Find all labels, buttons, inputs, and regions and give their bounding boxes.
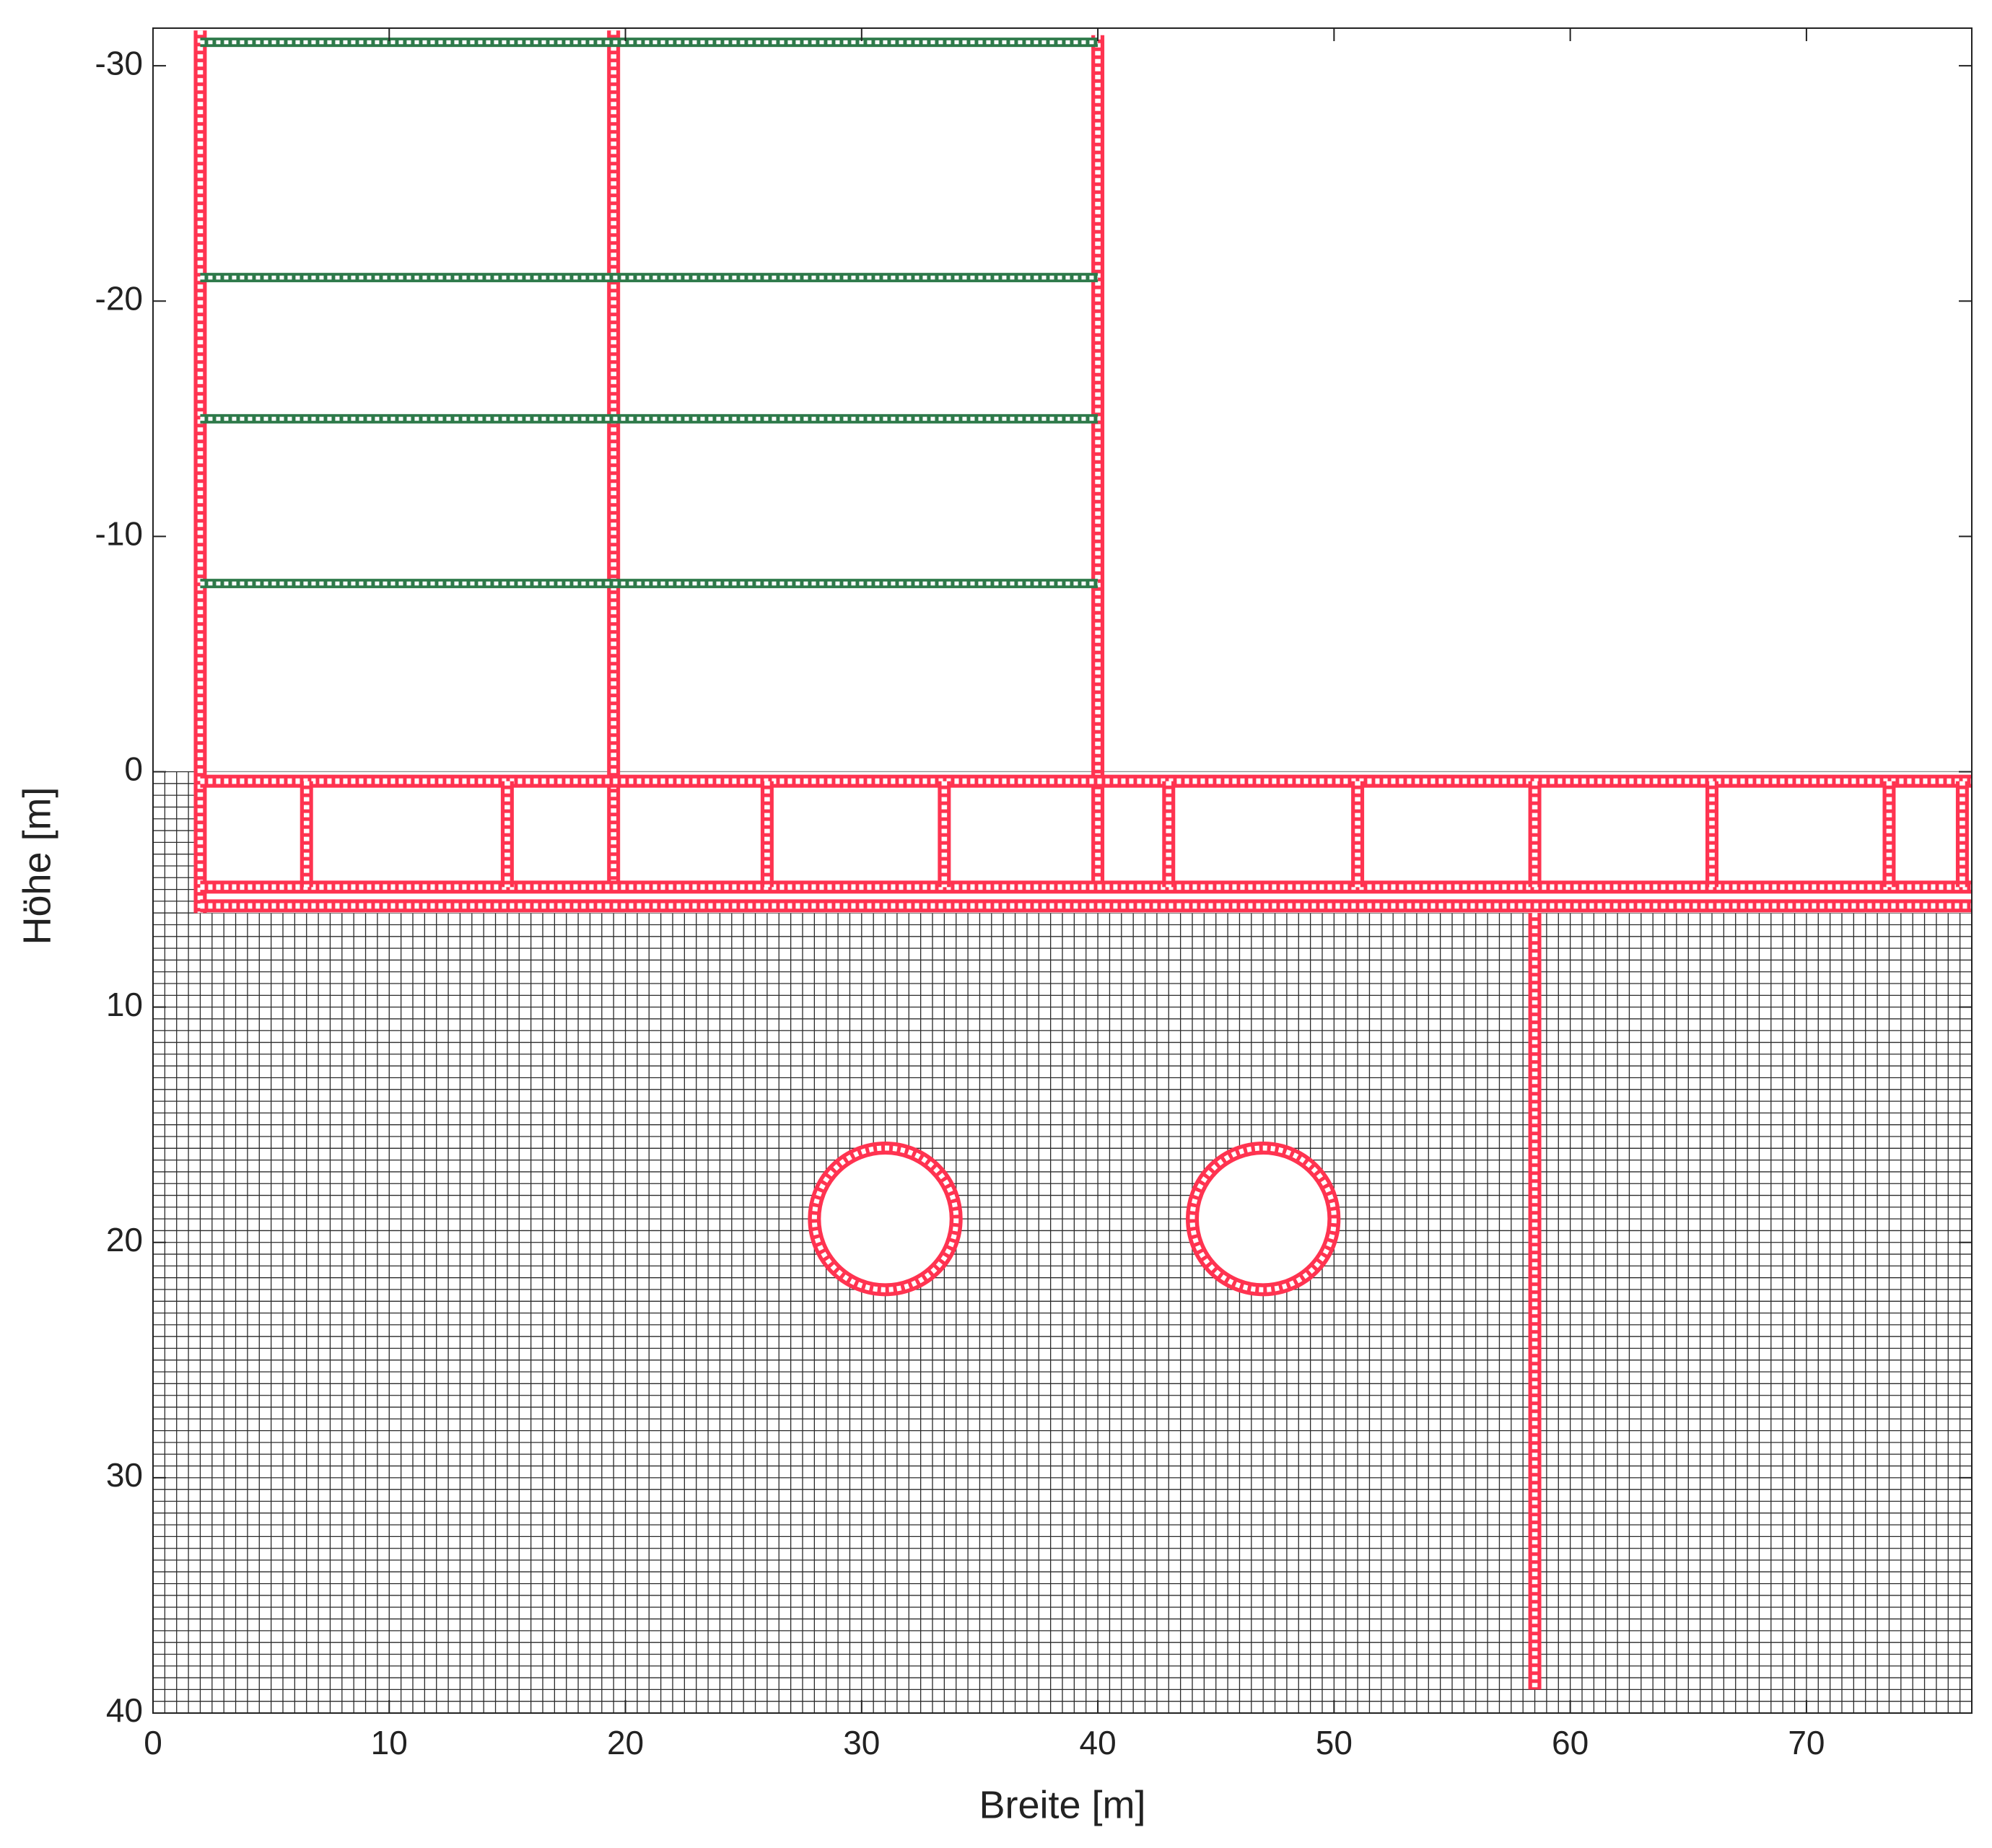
x-tick-label: 20: [607, 1724, 644, 1761]
y-tick-label: 30: [106, 1456, 143, 1494]
y-tick-label: 20: [106, 1221, 143, 1258]
x-tick-label: 40: [1080, 1724, 1117, 1761]
x-axis-label: Breite [m]: [979, 1783, 1145, 1826]
y-tick-label: 0: [124, 750, 143, 788]
x-tick-label: 70: [1788, 1724, 1825, 1761]
y-tick-label: -10: [95, 515, 143, 553]
y-tick-label: 40: [106, 1691, 143, 1729]
tunnel: [808, 1141, 963, 1297]
y-axis-label: Höhe [m]: [15, 787, 58, 945]
y-tick-label: -30: [95, 44, 143, 82]
tunnel: [1186, 1141, 1341, 1297]
y-tick-label: -20: [95, 279, 143, 317]
x-tick-label: 50: [1316, 1724, 1353, 1761]
x-tick-label: 0: [144, 1724, 162, 1761]
y-tick-label: 10: [106, 986, 143, 1023]
x-tick-label: 60: [1552, 1724, 1589, 1761]
tunnel-cells: [811, 1145, 959, 1292]
plot-frame: [152, 27, 1973, 1714]
x-tick-label: 10: [371, 1724, 408, 1761]
x-tick-label: 30: [843, 1724, 880, 1761]
